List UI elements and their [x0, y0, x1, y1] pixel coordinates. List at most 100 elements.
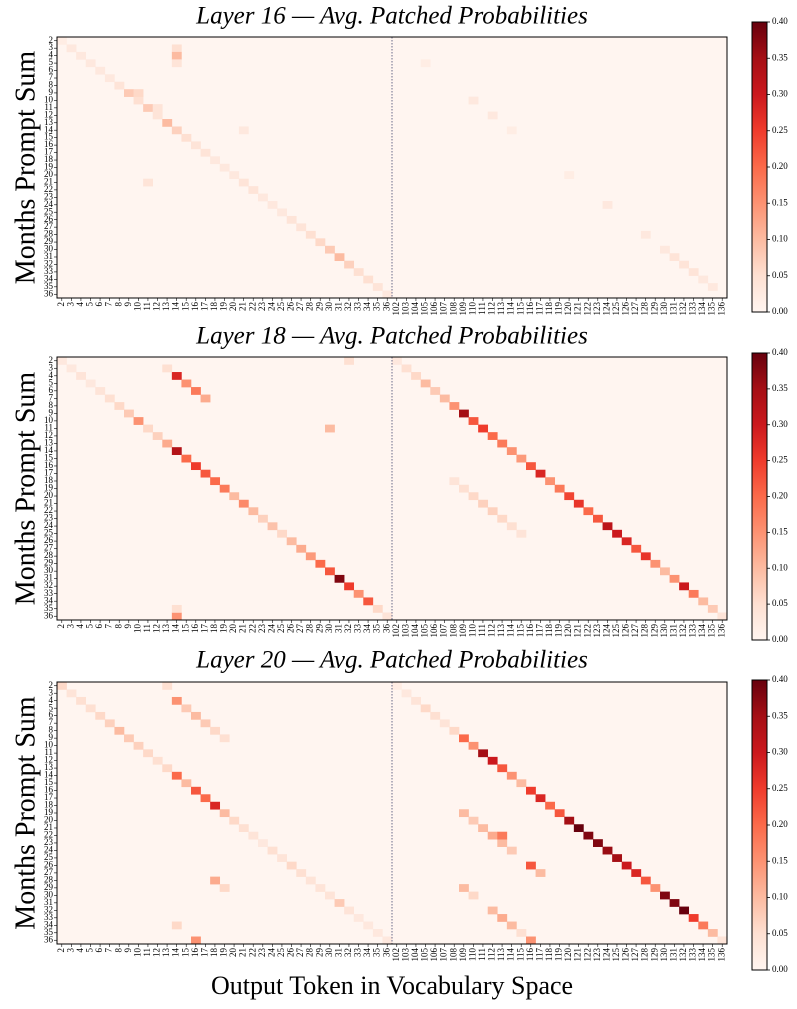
y-tick-label: 36 — [44, 610, 54, 620]
heatmap-cell — [497, 839, 508, 847]
x-tick-label: 31 — [333, 302, 343, 311]
heatmap-cell — [296, 544, 307, 553]
chart-title: Layer 20 — Avg. Patched Probabilities — [195, 647, 588, 674]
colorbar-tick-label: 0.10 — [772, 892, 788, 902]
x-tick-label: 30 — [324, 624, 334, 634]
heatmap-cell — [631, 544, 642, 553]
x-tick-label: 6 — [94, 948, 104, 953]
x-tick-label: 27 — [295, 302, 305, 312]
x-tick-label: 120 — [563, 624, 573, 638]
x-tick-label: 117 — [534, 948, 544, 962]
y-tick-label: 36 — [44, 934, 54, 944]
y-tick-label: 24 — [44, 844, 54, 854]
y-tick-label: 3 — [49, 687, 54, 697]
colorbar-tick-label: 0.30 — [772, 419, 788, 429]
heatmap-cell — [344, 260, 355, 269]
y-tick-label: 18 — [44, 154, 54, 164]
heatmap-cell — [593, 514, 603, 523]
y-tick-label: 12 — [44, 109, 53, 119]
heatmap-cell — [191, 141, 201, 150]
heatmap-cell — [277, 208, 288, 217]
x-tick-label: 133 — [688, 624, 698, 638]
heatmap-cell — [315, 559, 326, 568]
heatmap-cell — [650, 884, 661, 892]
heatmap-cell — [353, 914, 364, 922]
y-tick-label: 22 — [44, 184, 53, 194]
x-tick-label: 122 — [582, 302, 592, 316]
x-tick-label: 120 — [563, 302, 573, 316]
x-tick-label: 19 — [219, 624, 229, 634]
heatmap-cell — [181, 454, 192, 463]
x-tick-label: 127 — [630, 624, 640, 638]
heatmap-cell — [497, 831, 508, 840]
colorbar-tick-label: 0.00 — [772, 306, 788, 316]
heatmap-cell — [688, 914, 699, 922]
x-tick-label: 9 — [123, 948, 133, 953]
x-tick-label: 33 — [353, 624, 363, 634]
x-tick-label: 6 — [94, 624, 104, 629]
x-tick-label: 114 — [506, 948, 516, 962]
y-tick-label: 17 — [44, 147, 54, 157]
x-tick-label: 136 — [716, 302, 726, 316]
x-tick-label: 119 — [554, 302, 564, 316]
x-tick-label: 36 — [381, 948, 391, 958]
heatmap-cell — [497, 514, 508, 523]
heatmap-cell — [449, 477, 460, 486]
x-tick-label: 119 — [554, 624, 564, 638]
x-tick-label: 126 — [621, 624, 631, 638]
x-tick-label: 35 — [372, 948, 382, 958]
x-tick-label: 11 — [142, 624, 152, 633]
y-tick-label: 5 — [49, 377, 54, 387]
heatmap-cell — [171, 44, 182, 53]
x-tick-label: 25 — [276, 948, 286, 958]
heatmap-cell — [210, 876, 221, 885]
x-tick-label: 135 — [707, 624, 717, 638]
x-tick-label: 35 — [372, 624, 382, 634]
x-tick-label: 108 — [448, 624, 458, 638]
heatmap-cell — [612, 529, 623, 538]
x-tick-label: 34 — [362, 624, 372, 634]
x-tick-label: 17 — [199, 624, 209, 634]
y-tick-label: 18 — [44, 475, 54, 485]
heatmap-cell — [411, 696, 422, 705]
colorbar-tick-label: 0.35 — [772, 383, 788, 393]
x-tick-label: 115 — [515, 302, 525, 316]
heatmap-cell — [286, 861, 297, 870]
x-tick-label: 125 — [611, 948, 621, 962]
y-tick-label: 21 — [44, 176, 53, 186]
x-tick-label: 23 — [257, 624, 267, 634]
y-tick-label: 32 — [44, 904, 53, 914]
y-tick-label: 2 — [49, 35, 54, 45]
x-tick-label: 13 — [161, 948, 171, 958]
heatmap-cell — [459, 809, 469, 818]
x-tick-label: 18 — [209, 948, 219, 958]
heatmap-cell — [85, 59, 96, 68]
x-tick-label: 15 — [180, 624, 190, 634]
x-tick-label: 4 — [75, 624, 85, 629]
heatmap-cell — [535, 869, 546, 877]
heatmap-cell — [200, 394, 211, 403]
heatmap-cell — [487, 906, 498, 915]
heatmap-cell — [152, 432, 163, 440]
chart-title: Layer 18 — Avg. Patched Probabilities — [195, 323, 588, 350]
heatmap-cell — [325, 891, 335, 900]
heatmap-cell — [104, 74, 115, 83]
heatmap-cell — [219, 484, 230, 493]
heatmap-cell — [57, 37, 67, 45]
x-tick-label: 114 — [506, 302, 516, 316]
y-tick-label: 7 — [49, 392, 54, 402]
heatmap-cell — [688, 268, 699, 276]
heatmap-cell — [171, 51, 182, 60]
y-tick-label: 5 — [49, 702, 54, 712]
x-tick-label: 131 — [668, 948, 678, 962]
heatmap-cell — [717, 936, 728, 945]
x-tick-label: 31 — [333, 624, 343, 633]
heatmap-cell — [334, 899, 345, 907]
x-tick-label: 110 — [467, 302, 477, 316]
heatmap-cell — [315, 238, 326, 247]
x-tick-label: 16 — [190, 302, 200, 312]
heatmap-cell — [258, 193, 268, 202]
y-tick-label: 13 — [44, 117, 54, 127]
